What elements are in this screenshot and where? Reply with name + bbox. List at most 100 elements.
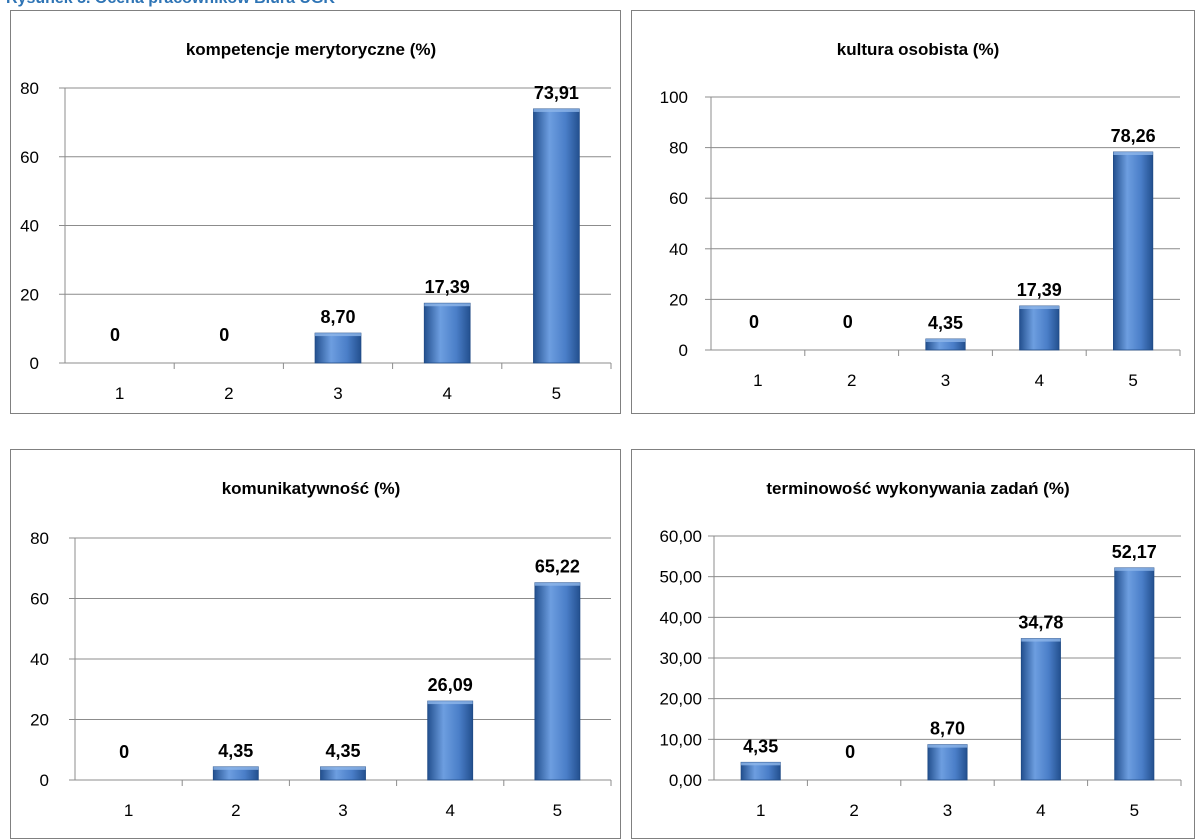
data-label: 0: [110, 325, 120, 345]
y-tick-label: 80: [669, 139, 688, 158]
bar-highlight: [1114, 567, 1154, 571]
bar-highlight: [925, 338, 966, 342]
bar: [927, 744, 968, 781]
data-label: 0: [845, 742, 855, 762]
data-label: 26,09: [428, 675, 473, 695]
y-tick-label: 0: [679, 341, 688, 360]
bar: [427, 700, 474, 781]
x-tick-label: 5: [1130, 801, 1139, 820]
y-tick-label: 0: [30, 354, 39, 373]
y-tick-label: 0,00: [669, 771, 702, 790]
data-label: 17,39: [425, 277, 470, 297]
bar-highlight: [424, 303, 471, 307]
bar-highlight: [927, 744, 968, 748]
bar: [533, 108, 580, 364]
data-label: 78,26: [1111, 126, 1156, 146]
y-tick-label: 20: [20, 285, 39, 304]
x-tick-label: 4: [1035, 371, 1044, 390]
chart-title: komunikatywność (%): [222, 479, 401, 498]
y-tick-label: 50,00: [659, 568, 702, 587]
chart-title: terminowość wykonywania zadań (%): [766, 479, 1069, 498]
x-tick-label: 5: [1128, 371, 1137, 390]
x-tick-label: 4: [1036, 801, 1045, 820]
data-label: 52,17: [1112, 542, 1157, 562]
x-tick-label: 2: [224, 384, 233, 403]
y-tick-label: 20,00: [659, 690, 702, 709]
bar-highlight: [1019, 306, 1059, 310]
y-tick-label: 60: [669, 189, 688, 208]
chart-title: kompetencje merytoryczne (%): [186, 40, 436, 59]
bar: [423, 302, 471, 364]
x-tick-label: 1: [753, 371, 762, 390]
bar-highlight: [213, 766, 259, 770]
data-label: 4,35: [928, 313, 963, 333]
y-tick-label: 60: [30, 590, 49, 609]
y-tick-label: 40: [20, 217, 39, 236]
y-tick-label: 100: [660, 88, 688, 107]
x-tick-label: 2: [847, 371, 856, 390]
x-tick-label: 1: [756, 801, 765, 820]
data-label: 8,70: [930, 719, 965, 739]
y-tick-label: 10,00: [659, 730, 702, 749]
data-label: 34,78: [1018, 613, 1063, 633]
bar: [534, 582, 581, 781]
bar: [1114, 567, 1155, 781]
bar-highlight: [1021, 638, 1061, 642]
bar-highlight: [1113, 152, 1153, 156]
x-tick-label: 3: [333, 384, 342, 403]
y-tick-label: 30,00: [659, 649, 702, 668]
y-tick-label: 40,00: [659, 608, 702, 627]
x-tick-label: 4: [445, 801, 454, 820]
y-tick-label: 40: [30, 650, 49, 669]
x-tick-label: 3: [943, 801, 952, 820]
data-label: 17,39: [1017, 280, 1062, 300]
x-tick-label: 3: [941, 371, 950, 390]
chart-svg: kultura osobista (%) 0 20 40 60 80 100 0 1 0 2 4,35…: [660, 40, 1181, 390]
y-tick-label: 20: [669, 290, 688, 309]
bar: [1113, 151, 1154, 351]
data-label: 0: [119, 742, 129, 762]
data-label: 65,22: [535, 557, 580, 577]
y-tick-label: 20: [30, 711, 49, 730]
x-tick-label: 5: [553, 801, 562, 820]
data-label: 0: [843, 312, 853, 332]
data-label: 0: [219, 325, 229, 345]
data-label: 73,91: [534, 83, 579, 103]
y-tick-label: 60,00: [659, 527, 702, 546]
bar-highlight: [533, 108, 580, 112]
y-tick-label: 80: [30, 529, 49, 548]
bar: [1019, 305, 1060, 351]
bar: [1020, 638, 1061, 781]
y-tick-label: 40: [669, 240, 688, 259]
x-tick-label: 1: [115, 384, 124, 403]
chart-terminowosc-wykonywania-zadan: terminowość wykonywania zadań (%) 0,00 10,…: [631, 449, 1195, 839]
chart-svg: komunikatywność (%) 0 20 40 60 80 0 1 4,35 2 4,35 3…: [30, 479, 612, 820]
x-tick-label: 4: [442, 384, 451, 403]
chart-komunikatywnosc: komunikatywność (%) 0 20 40 60 80 0 1 4,35 2 4,35 3…: [10, 449, 621, 839]
bar-highlight: [427, 701, 473, 705]
data-label: 4,35: [743, 736, 778, 756]
y-tick-label: 80: [20, 79, 39, 98]
data-label: 4,35: [325, 741, 360, 761]
x-tick-label: 1: [124, 801, 133, 820]
chart-kompetencje-merytoryczne: kompetencje merytoryczne (%) 0 20 40 60 80 0 1 0…: [10, 10, 621, 414]
data-label: 0: [749, 312, 759, 332]
bar-highlight: [320, 766, 366, 770]
x-tick-label: 2: [849, 801, 858, 820]
chart-svg: kompetencje merytoryczne (%) 0 20 40 60 80 0 1 0…: [20, 40, 612, 403]
x-tick-label: 2: [231, 801, 240, 820]
chart-svg: terminowość wykonywania zadań (%) 0,00 10,…: [659, 479, 1182, 820]
bar-highlight: [534, 582, 580, 586]
y-tick-label: 60: [20, 148, 39, 167]
bar-highlight: [741, 762, 781, 766]
data-label: 4,35: [218, 741, 253, 761]
figure-caption: Rysunek 5. Ocena pracowników Biura UGK: [6, 0, 335, 8]
bar-highlight: [315, 333, 361, 337]
chart-kultura-osobista: kultura osobista (%) 0 20 40 60 80 100 0 1 0 2 4,35…: [631, 10, 1195, 414]
x-tick-label: 3: [338, 801, 347, 820]
data-label: 8,70: [320, 307, 355, 327]
bar: [314, 332, 362, 364]
x-tick-label: 5: [552, 384, 561, 403]
chart-title: kultura osobista (%): [837, 40, 999, 59]
y-tick-label: 0: [40, 771, 49, 790]
